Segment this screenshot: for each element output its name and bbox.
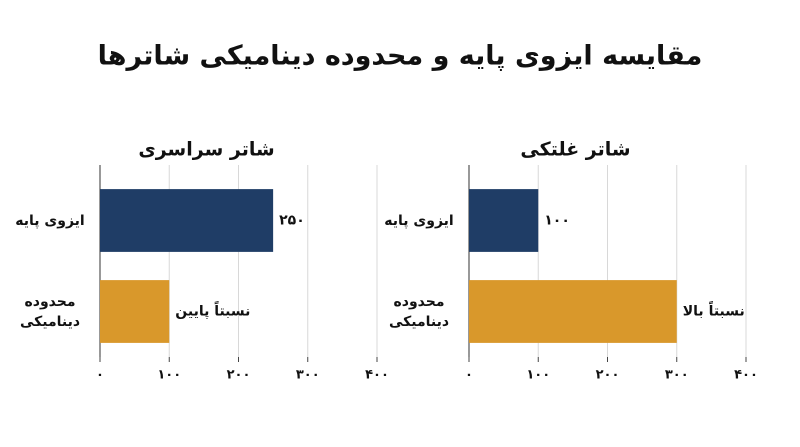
bar: [469, 280, 677, 343]
subplot-title: شاتر سراسری: [138, 139, 274, 161]
x-tick-label: ۰: [465, 368, 473, 383]
y-tick-label: ایزوی پایه: [384, 212, 454, 229]
bar: [469, 189, 539, 252]
x-tick-label: ۰: [96, 368, 104, 383]
x-tick-label: ۲۰۰: [596, 368, 620, 383]
x-tick-label: ۱۰۰: [526, 368, 550, 383]
value-label: نسبتاً پایین: [175, 300, 250, 319]
y-tick-label: محدوده دینامیکی: [388, 293, 450, 330]
bar: [100, 280, 170, 343]
page-title: مقایسه ایزوی پایه و محدوده دینامیکی شاتر…: [98, 41, 703, 72]
x-tick-label: ۲۰۰: [227, 368, 251, 383]
subplot-title: شاتر غلتکی: [520, 139, 630, 161]
x-tick-label: ۳۰۰: [296, 368, 320, 383]
value-label: ۲۵۰: [279, 213, 305, 229]
x-tick-label: ۴۰۰: [365, 368, 389, 383]
x-tick-label: ۴۰۰: [734, 368, 758, 383]
value-label: نسبتاً بالا: [683, 300, 745, 319]
bar: [100, 189, 274, 252]
value-label: ۱۰۰: [544, 213, 570, 229]
y-tick-label: محدوده دینامیکی: [19, 293, 81, 330]
x-tick-label: ۱۰۰: [157, 368, 181, 383]
y-tick-label: ایزوی پایه: [15, 212, 85, 229]
x-tick-label: ۳۰۰: [665, 368, 689, 383]
